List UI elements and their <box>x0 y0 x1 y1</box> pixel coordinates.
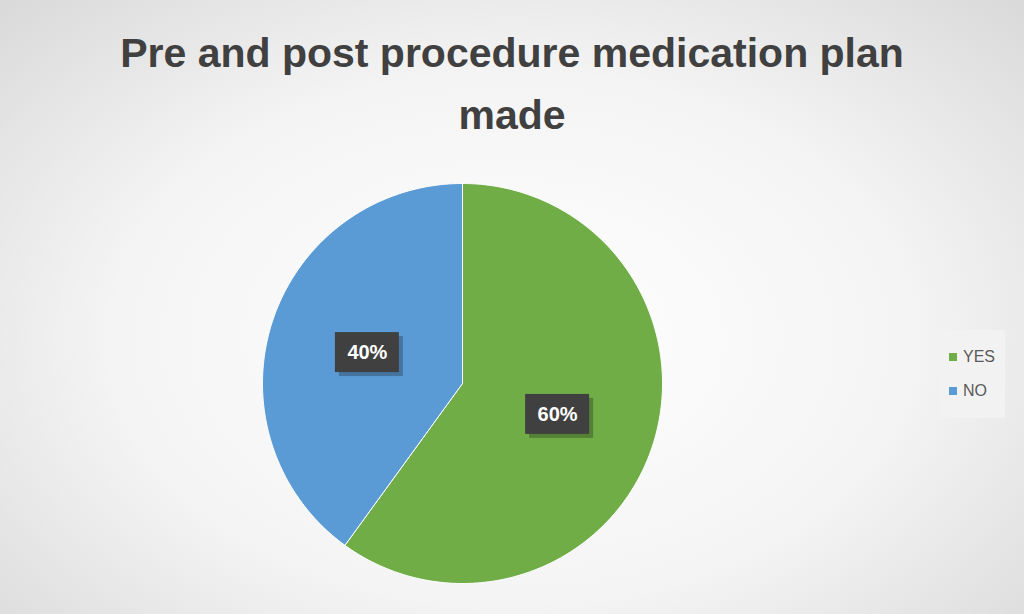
svg-text:60%: 60% <box>538 403 578 425</box>
html-text:NO: NO <box>963 382 987 399</box>
html-text:Pre and post procedure medicat: Pre and post procedure medication plan m… <box>120 30 904 138</box>
svg-text:40%: 40% <box>347 341 387 363</box>
html-text:YES: YES <box>963 348 995 365</box>
